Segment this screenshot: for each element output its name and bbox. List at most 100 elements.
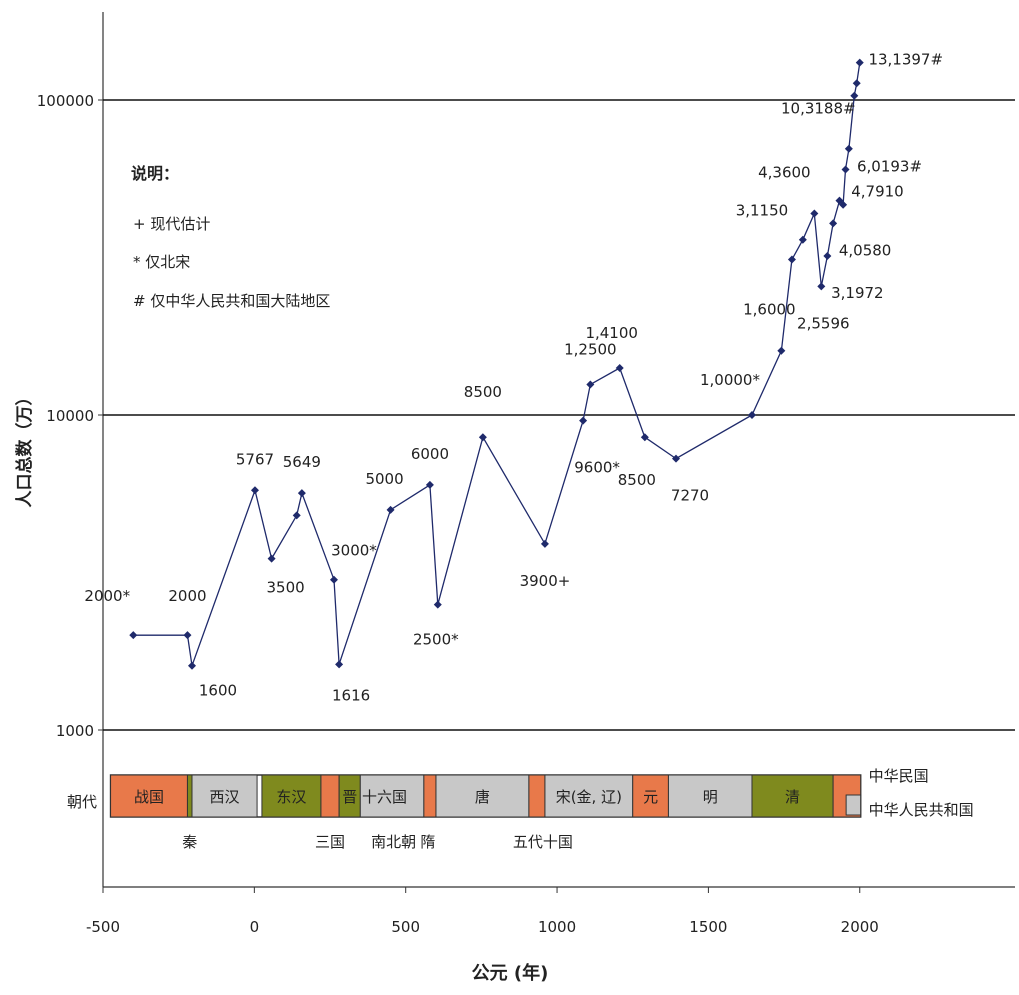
- dynasty-segment: [186, 774, 193, 818]
- dynasty-segment: [528, 774, 546, 818]
- dynasty-label: 三国: [315, 833, 345, 851]
- dynasty-segment: [751, 774, 834, 818]
- data-point: [798, 235, 807, 244]
- dynasty-segment: [423, 774, 437, 818]
- population-series: [129, 58, 864, 670]
- data-point: [129, 631, 138, 640]
- data-label: 3,1972: [831, 284, 884, 302]
- data-label: 6000: [411, 445, 449, 463]
- x-tick-label: 0: [250, 918, 260, 936]
- data-label: 4,7910: [851, 183, 904, 201]
- data-label: 3,1150: [736, 202, 789, 220]
- dynasty-label: 中华民国: [869, 767, 929, 785]
- data-point: [844, 144, 853, 153]
- gridlines: [103, 99, 1015, 731]
- dynasty-segment: [110, 774, 188, 818]
- data-label: 1,6000: [743, 301, 796, 319]
- data-point: [297, 489, 306, 498]
- legend: 说明： + 现代估计 * 仅北宋 # 仅中华人民共和国大陆地区: [131, 164, 330, 310]
- data-point: [841, 165, 850, 174]
- data-label: 2000*: [84, 587, 130, 605]
- x-tick-label: 1000: [538, 918, 576, 936]
- data-point: [747, 411, 756, 419]
- data-point: [579, 416, 588, 425]
- data-labels: 2000* 2000 1600 5767 3500 5649 3000* 1616 5000 60…: [84, 51, 943, 705]
- data-point: [540, 539, 549, 548]
- dynasty-label: 隋: [420, 833, 435, 851]
- dynasty-segment: [359, 774, 425, 818]
- data-point: [850, 91, 859, 100]
- data-label: 8500: [464, 383, 502, 401]
- data-label: 1,2500: [564, 340, 617, 358]
- data-label: 1616: [332, 686, 370, 704]
- data-label: 2,5596: [797, 314, 850, 332]
- data-point: [425, 480, 434, 489]
- data-point: [777, 346, 786, 355]
- data-label: 7270: [671, 487, 709, 505]
- dynasty-label: 晋: [342, 788, 357, 806]
- y-tick-labels: 1000 10000 100000: [37, 92, 103, 740]
- data-point: [386, 505, 395, 514]
- legend-item-northern-song: * 仅北宋: [133, 253, 190, 271]
- data-label: 6,0193#: [857, 157, 922, 175]
- dynasty-segment: [544, 774, 634, 818]
- data-label: 4,3600: [758, 164, 811, 182]
- data-label: 3900+: [520, 572, 571, 590]
- data-point: [810, 209, 819, 218]
- x-tick-label: 500: [391, 918, 420, 936]
- y-axis-label: 人口总数（万）: [14, 389, 35, 508]
- legend-item-modern-estimate: + 现代估计: [133, 215, 210, 233]
- dynasty-segment: [435, 774, 530, 818]
- data-point: [823, 251, 832, 260]
- dynasty-label: 唐: [475, 788, 490, 806]
- data-point: [267, 554, 276, 563]
- data-label: 1,4100: [585, 324, 638, 342]
- data-label: 4,0580: [839, 241, 892, 259]
- dynasty-segment: [667, 774, 753, 818]
- data-point: [829, 219, 838, 228]
- dynasty-segment: [261, 774, 322, 818]
- data-label: 2000: [168, 587, 206, 605]
- dynasty-segment: [191, 774, 258, 818]
- legend-item-prc-mainland: # 仅中华人民共和国大陆地区: [133, 292, 330, 310]
- data-point: [329, 575, 338, 584]
- data-point: [187, 661, 196, 670]
- data-point: [640, 433, 649, 442]
- data-label: 9600*: [574, 459, 620, 477]
- series-line: [133, 62, 861, 666]
- data-point: [852, 79, 861, 88]
- x-tick-labels: -500 0 500 1000 1500 2000: [86, 887, 879, 936]
- data-point: [839, 200, 848, 209]
- x-axis-label: 公元 (年): [472, 962, 549, 984]
- data-label: 3000*: [331, 542, 377, 560]
- dynasty-label: 明: [703, 788, 718, 806]
- data-label: 10,3188#: [781, 100, 856, 118]
- data-point: [250, 486, 259, 495]
- dynasty-bar-label: 朝代: [67, 793, 97, 811]
- data-label: 1,0000*: [700, 371, 760, 389]
- dynasty-label: 宋(金, 辽): [556, 788, 622, 806]
- data-point: [855, 58, 864, 67]
- data-point: [787, 255, 796, 264]
- data-label: 13,1397#: [868, 51, 943, 69]
- dynasty-label: 十六国: [362, 788, 407, 806]
- dynasty-segment: [632, 774, 669, 818]
- dynasty-label: 五代十国: [513, 833, 573, 851]
- data-label: 3500: [267, 579, 305, 597]
- x-tick-label: 2000: [841, 918, 879, 936]
- dynasty-label: 东汉: [276, 788, 306, 806]
- data-label: 1600: [199, 682, 237, 700]
- data-label: 2500*: [413, 631, 459, 649]
- dynasty-label: 元: [643, 788, 658, 806]
- dynasty-label: 战国: [134, 788, 164, 806]
- data-point: [615, 363, 624, 372]
- legend-title: 说明：: [131, 164, 179, 183]
- dynasty-label: 中华人民共和国: [869, 801, 974, 819]
- data-point: [292, 511, 301, 520]
- data-label: 5000: [365, 470, 403, 488]
- data-point: [335, 660, 344, 669]
- data-label: 5767: [236, 450, 274, 468]
- y-tick-label: 100000: [37, 92, 94, 110]
- data-point: [433, 600, 442, 609]
